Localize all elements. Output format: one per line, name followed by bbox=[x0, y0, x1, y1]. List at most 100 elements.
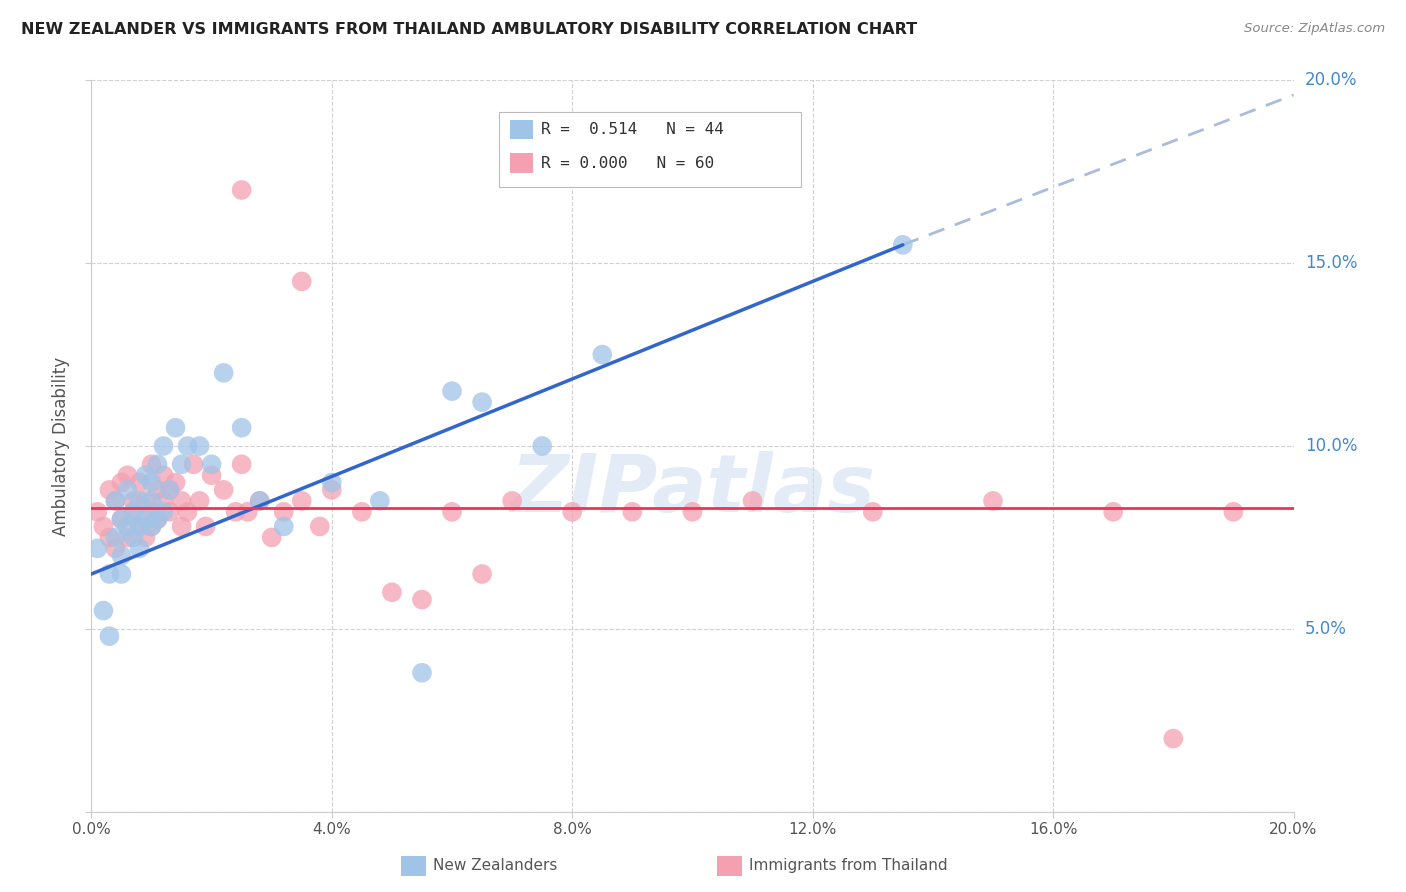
Point bbox=[249, 493, 271, 508]
Point bbox=[471, 395, 494, 409]
Text: Source: ZipAtlas.com: Source: ZipAtlas.com bbox=[1244, 22, 1385, 36]
Point bbox=[170, 493, 193, 508]
Point bbox=[249, 493, 271, 508]
Point bbox=[194, 519, 217, 533]
Point bbox=[212, 366, 235, 380]
Point bbox=[152, 505, 174, 519]
Point bbox=[110, 549, 132, 563]
Text: 10.0%: 10.0% bbox=[1305, 437, 1357, 455]
Point bbox=[440, 384, 463, 399]
Point bbox=[159, 483, 181, 497]
Point bbox=[110, 512, 132, 526]
Point bbox=[1222, 505, 1244, 519]
Point bbox=[291, 493, 314, 508]
Point bbox=[141, 458, 163, 472]
Point bbox=[128, 519, 150, 533]
Point bbox=[110, 475, 132, 490]
Point bbox=[141, 519, 163, 533]
Point bbox=[141, 519, 163, 533]
Point bbox=[981, 493, 1004, 508]
Point bbox=[321, 483, 343, 497]
Text: R =  0.514   N = 44: R = 0.514 N = 44 bbox=[541, 122, 724, 136]
Point bbox=[104, 493, 127, 508]
Point bbox=[146, 458, 169, 472]
Point bbox=[110, 567, 132, 582]
Point bbox=[411, 592, 433, 607]
Point bbox=[122, 530, 145, 544]
Point bbox=[93, 603, 115, 617]
Point bbox=[128, 493, 150, 508]
Point bbox=[531, 439, 554, 453]
Point bbox=[260, 530, 283, 544]
Point bbox=[183, 458, 205, 472]
Point bbox=[741, 128, 763, 143]
Point bbox=[122, 493, 145, 508]
Point bbox=[152, 439, 174, 453]
Point bbox=[159, 483, 181, 497]
Point bbox=[146, 512, 169, 526]
Point bbox=[141, 505, 163, 519]
Text: Immigrants from Thailand: Immigrants from Thailand bbox=[749, 858, 948, 872]
Point bbox=[117, 530, 139, 544]
Point bbox=[471, 567, 494, 582]
Point bbox=[141, 475, 163, 490]
Point bbox=[231, 458, 253, 472]
Point bbox=[212, 483, 235, 497]
Point bbox=[122, 505, 145, 519]
Point bbox=[122, 505, 145, 519]
Point bbox=[86, 541, 108, 556]
Point bbox=[225, 505, 247, 519]
Point bbox=[165, 421, 187, 435]
Point bbox=[273, 505, 295, 519]
Point bbox=[134, 530, 156, 544]
Point bbox=[201, 458, 224, 472]
Point bbox=[621, 505, 644, 519]
Y-axis label: Ambulatory Disability: Ambulatory Disability bbox=[52, 357, 70, 535]
Point bbox=[411, 665, 433, 680]
Point bbox=[176, 505, 198, 519]
Point bbox=[98, 483, 121, 497]
Point bbox=[188, 493, 211, 508]
Point bbox=[134, 512, 156, 526]
Point bbox=[231, 183, 253, 197]
Point bbox=[134, 493, 156, 508]
Point bbox=[440, 505, 463, 519]
Point bbox=[98, 567, 121, 582]
Point bbox=[98, 530, 121, 544]
Point bbox=[368, 493, 391, 508]
Point bbox=[117, 519, 139, 533]
Point bbox=[891, 238, 914, 252]
Point bbox=[862, 505, 884, 519]
Point bbox=[146, 483, 169, 497]
Point bbox=[128, 475, 150, 490]
Text: R = 0.000   N = 60: R = 0.000 N = 60 bbox=[541, 156, 714, 170]
Point bbox=[117, 483, 139, 497]
Point bbox=[321, 475, 343, 490]
Point bbox=[1102, 505, 1125, 519]
Point bbox=[350, 505, 373, 519]
Point bbox=[165, 475, 187, 490]
Point bbox=[291, 275, 314, 289]
Point bbox=[152, 493, 174, 508]
Point bbox=[561, 505, 583, 519]
Point bbox=[110, 512, 132, 526]
Point bbox=[501, 493, 523, 508]
Point bbox=[141, 493, 163, 508]
Point bbox=[152, 468, 174, 483]
Point bbox=[93, 519, 115, 533]
Text: ZIPatlas: ZIPatlas bbox=[510, 450, 875, 529]
Point bbox=[176, 439, 198, 453]
Point bbox=[86, 505, 108, 519]
Point bbox=[308, 519, 330, 533]
Text: New Zealanders: New Zealanders bbox=[433, 858, 557, 872]
Point bbox=[104, 493, 127, 508]
Point bbox=[170, 519, 193, 533]
Point bbox=[134, 468, 156, 483]
Point bbox=[201, 468, 224, 483]
Point bbox=[231, 421, 253, 435]
Point bbox=[236, 505, 259, 519]
Point bbox=[273, 519, 295, 533]
Point bbox=[681, 505, 703, 519]
Point bbox=[159, 505, 181, 519]
Point bbox=[104, 541, 127, 556]
